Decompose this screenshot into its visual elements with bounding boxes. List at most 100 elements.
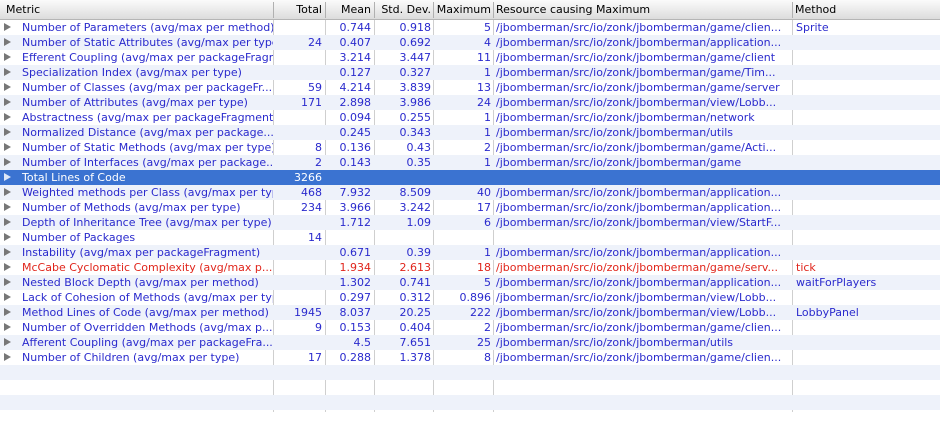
table-row[interactable]: Normalized Distance (avg/max per package… [0, 125, 940, 140]
disclosure-triangle-icon[interactable] [4, 338, 11, 346]
table-row[interactable]: Weighted methods per Class (avg/max per … [0, 185, 940, 200]
table-row[interactable]: Afferent Coupling (avg/max per packageFr… [0, 335, 940, 350]
table-row[interactable]: Number of Interfaces (avg/max per packag… [0, 155, 940, 170]
method-cell [794, 155, 934, 170]
disclosure-triangle-icon[interactable] [4, 98, 11, 106]
disclosure-triangle-icon[interactable] [4, 38, 11, 46]
table-row[interactable]: Abstractness (avg/max per packageFragmen… [0, 110, 940, 125]
maximum-cell [434, 230, 493, 245]
table-row[interactable]: Number of Static Attributes (avg/max per… [0, 35, 940, 50]
metric-cell: Instability (avg/max per packageFragment… [22, 246, 261, 259]
disclosure-triangle-icon[interactable] [4, 278, 11, 286]
disclosure-triangle-icon[interactable] [4, 128, 11, 136]
table-row[interactable]: Instability (avg/max per packageFragment… [0, 245, 940, 260]
disclosure-triangle-icon[interactable] [4, 188, 11, 196]
resource-cell: /jbomberman/src/io/zonk/jbomberman/utils [496, 336, 734, 349]
column-header-resource[interactable]: Resource causing Maximum [496, 3, 651, 16]
metric-cell: Total Lines of Code [22, 171, 126, 184]
std-dev-cell: 0.255 [399, 111, 432, 124]
table-row[interactable]: Specialization Index (avg/max per type) 0… [0, 65, 940, 80]
mean-cell: 0.143 [339, 156, 372, 169]
maximum-cell: 222 [470, 306, 491, 319]
disclosure-triangle-icon[interactable] [4, 173, 11, 181]
column-header-metric[interactable]: Metric [6, 3, 41, 16]
mean-cell [326, 170, 373, 185]
table-row[interactable]: Lack of Cohesion of Methods (avg/max per… [0, 290, 940, 305]
table-row[interactable]: Number of Overridden Methods (avg/max p.… [0, 320, 940, 335]
disclosure-triangle-icon[interactable] [4, 203, 11, 211]
metric-cell: Method Lines of Code (avg/max per method… [22, 306, 269, 319]
table-row[interactable]: Efferent Coupling (avg/max per packageFr… [0, 50, 940, 65]
mean-cell: 0.094 [339, 111, 372, 124]
empty-row [0, 365, 940, 380]
column-header-maximum[interactable]: Maximum [436, 3, 491, 16]
resource-cell: /jbomberman/src/io/zonk/jbomberman/appli… [496, 276, 782, 289]
disclosure-triangle-icon[interactable] [4, 158, 11, 166]
table-row[interactable]: Method Lines of Code (avg/max per method… [0, 305, 940, 320]
disclosure-triangle-icon[interactable] [4, 233, 11, 241]
mean-cell: 0.671 [339, 246, 372, 259]
disclosure-triangle-icon[interactable] [4, 218, 11, 226]
table-row[interactable]: Number of Classes (avg/max per packageFr… [0, 80, 940, 95]
disclosure-triangle-icon[interactable] [4, 113, 11, 121]
table-row[interactable]: Number of Attributes (avg/max per type) 1… [0, 95, 940, 110]
total-cell [274, 125, 324, 140]
column-header-total[interactable]: Total [296, 3, 322, 16]
method-cell [794, 125, 934, 140]
empty-row [0, 380, 940, 395]
mean-cell: 0.297 [339, 291, 372, 304]
disclosure-triangle-icon[interactable] [4, 308, 11, 316]
maximum-cell [434, 170, 493, 185]
mean-cell: 8.037 [339, 306, 372, 319]
std-dev-cell: 0.343 [399, 126, 432, 139]
disclosure-triangle-icon[interactable] [4, 143, 11, 151]
metric-cell: McCabe Cyclomatic Complexity (avg/max p.… [22, 261, 273, 274]
table-row[interactable]: Number of Packages 14 [0, 230, 940, 245]
resource-cell: /jbomberman/src/io/zonk/jbomberman/view/… [496, 306, 777, 319]
metric-cell: Normalized Distance (avg/max per package… [22, 126, 273, 139]
disclosure-triangle-icon[interactable] [4, 248, 11, 256]
method-cell [794, 335, 934, 350]
maximum-cell: 40 [477, 186, 491, 199]
method-cell [794, 50, 934, 65]
table-row[interactable]: McCabe Cyclomatic Complexity (avg/max p.… [0, 260, 940, 275]
disclosure-triangle-icon[interactable] [4, 53, 11, 61]
mean-cell [326, 230, 373, 245]
disclosure-triangle-icon[interactable] [4, 353, 11, 361]
mean-cell: 7.932 [339, 186, 372, 199]
std-dev-cell: 0.39 [406, 246, 432, 259]
disclosure-triangle-icon[interactable] [4, 68, 11, 76]
disclosure-triangle-icon[interactable] [4, 263, 11, 271]
mean-cell: 1.712 [339, 216, 372, 229]
resource-cell: /jbomberman/src/io/zonk/jbomberman/appli… [496, 186, 782, 199]
column-header-std-dev[interactable]: Std. Dev. [381, 3, 431, 16]
table-row[interactable]: Depth of Inheritance Tree (avg/max per t… [0, 215, 940, 230]
mean-cell: 0.136 [339, 141, 372, 154]
disclosure-triangle-icon[interactable] [4, 83, 11, 91]
maximum-cell: 24 [477, 96, 491, 109]
std-dev-cell: 0.404 [399, 321, 432, 334]
table-row[interactable]: Nested Block Depth (avg/max per method) 1… [0, 275, 940, 290]
table-row[interactable]: Number of Static Methods (avg/max per ty… [0, 140, 940, 155]
std-dev-cell: 7.651 [399, 336, 432, 349]
table-row[interactable]: Number of Parameters (avg/max per method… [0, 20, 940, 35]
table-row[interactable]: Number of Children (avg/max per type) 17 0… [0, 350, 940, 365]
table-row[interactable]: Number of Methods (avg/max per type) 234 3… [0, 200, 940, 215]
disclosure-triangle-icon[interactable] [4, 293, 11, 301]
mean-cell: 0.245 [339, 126, 372, 139]
metric-cell: Efferent Coupling (avg/max per packageFr… [22, 51, 273, 64]
total-cell: 14 [308, 231, 322, 244]
table-row[interactable]: Total Lines of Code 3266 [0, 170, 940, 185]
mean-cell: 0.744 [339, 21, 372, 34]
column-header-method[interactable]: Method [795, 3, 837, 16]
disclosure-triangle-icon[interactable] [4, 23, 11, 31]
metric-cell: Specialization Index (avg/max per type) [22, 66, 242, 79]
maximum-cell: 25 [477, 336, 491, 349]
maximum-cell: 1 [484, 66, 491, 79]
mean-cell: 4.5 [353, 336, 372, 349]
std-dev-cell [375, 170, 433, 185]
resource-cell: /jbomberman/src/io/zonk/jbomberman/appli… [496, 201, 782, 214]
disclosure-triangle-icon[interactable] [4, 323, 11, 331]
column-header-mean[interactable]: Mean [341, 3, 371, 16]
